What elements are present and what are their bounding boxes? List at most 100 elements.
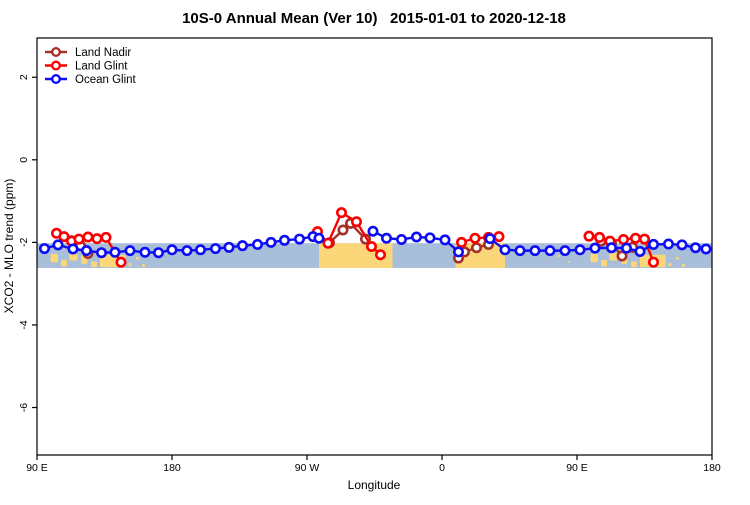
- chart-title: 10S-0 Annual Mean (Ver 10) 2015-01-01 to…: [182, 10, 566, 27]
- island-patch: [61, 259, 67, 267]
- series-point-ocean-glint: [452, 246, 464, 258]
- series-point-ocean-glint: [210, 243, 222, 255]
- island-patch: [676, 256, 679, 260]
- legend-label-land-nadir: Land Nadir: [75, 47, 131, 59]
- series-point-land-glint: [115, 256, 127, 268]
- series-point-ocean-glint: [620, 242, 632, 254]
- legend-item-ocean-glint: Ocean Glint: [45, 73, 137, 86]
- legend-item-land-nadir: Land Nadir: [45, 47, 131, 59]
- series-point-land-glint: [374, 249, 386, 261]
- island-patch: [590, 253, 598, 263]
- legend-item-land-glint: Land Glint: [45, 61, 128, 73]
- series-point-ocean-glint: [559, 245, 571, 257]
- series-point-ocean-glint: [252, 238, 264, 250]
- series-point-land-glint: [638, 233, 650, 245]
- series-point-ocean-glint: [634, 245, 646, 257]
- series-point-land-nadir: [337, 224, 349, 236]
- series-point-ocean-glint: [380, 232, 392, 244]
- series-point-land-glint: [647, 256, 659, 268]
- island-patch: [50, 253, 58, 263]
- series-point-ocean-glint: [124, 245, 136, 257]
- series-point-land-nadir: [616, 250, 628, 262]
- y-tick-label: -2: [18, 238, 30, 247]
- series-point-ocean-glint: [439, 234, 451, 246]
- series-point-ocean-glint: [223, 241, 235, 253]
- series-point-ocean-glint: [265, 236, 277, 248]
- series-point-land-glint: [583, 230, 595, 242]
- series-point-land-glint: [629, 232, 641, 244]
- x-tick-label: 0: [439, 462, 445, 474]
- island-patch: [136, 256, 139, 260]
- series-point-ocean-glint: [589, 242, 601, 254]
- x-tick-label: 90 W: [295, 462, 320, 474]
- series-point-ocean-glint: [676, 239, 688, 251]
- series-point-ocean-glint: [195, 244, 207, 256]
- series-point-ocean-glint: [662, 238, 674, 250]
- x-tick-label: 90 E: [566, 462, 588, 474]
- y-tick-label: 0: [18, 157, 30, 163]
- island-patch: [682, 263, 685, 268]
- series-point-ocean-glint: [395, 233, 407, 245]
- island-patch: [557, 254, 560, 258]
- axes: 90 E 180 90 W 0 90 E 180 2 0 -2 -4 -6: [18, 37, 721, 474]
- series-point-land-glint: [493, 231, 505, 243]
- series-point-ocean-glint: [109, 246, 121, 258]
- island-patch: [668, 263, 672, 267]
- data-series: [38, 207, 712, 268]
- series-point-land-glint: [455, 236, 467, 248]
- series-point-ocean-glint: [574, 244, 586, 256]
- plot-box: [36, 37, 713, 456]
- legend-label-ocean-glint: Ocean Glint: [75, 74, 137, 86]
- island-patch: [609, 253, 618, 261]
- series-point-ocean-glint: [52, 239, 64, 251]
- y-tick-label: 2: [18, 74, 30, 80]
- series-point-land-glint: [82, 231, 94, 243]
- x-axis-label: Longitude: [348, 478, 401, 492]
- series-point-ocean-glint: [96, 247, 108, 259]
- island-patch: [69, 253, 78, 261]
- series-point-land-glint: [58, 231, 70, 243]
- legend-marker-land-nadir-icon: [51, 47, 62, 58]
- island-patch: [142, 263, 145, 268]
- y-tick-label: -4: [18, 320, 30, 329]
- x-tick-label: 180: [703, 462, 721, 474]
- series-point-ocean-glint: [647, 238, 659, 250]
- series-point-land-glint: [322, 237, 334, 249]
- series-point-ocean-glint: [166, 244, 178, 256]
- series-point-ocean-glint: [237, 240, 249, 252]
- x-tick-label: 90 E: [26, 462, 48, 474]
- series-point-ocean-glint: [38, 243, 50, 255]
- series-point-land-glint: [350, 216, 362, 228]
- series-point-land-glint: [365, 241, 377, 253]
- y-axis-label: XCO2 - MLO trend (ppm): [2, 179, 16, 314]
- y-tick-label: -6: [18, 403, 30, 412]
- island-patch: [128, 263, 132, 267]
- island-patch: [601, 259, 607, 267]
- legend-label-land-glint: Land Glint: [75, 61, 128, 73]
- series-point-land-glint: [469, 232, 481, 244]
- series-point-ocean-glint: [499, 244, 511, 256]
- series-point-ocean-glint: [67, 243, 79, 255]
- series-point-land-nadir: [470, 242, 482, 254]
- series-point-land-glint: [73, 233, 85, 245]
- series-point-ocean-glint: [410, 231, 422, 243]
- series-point-ocean-glint: [689, 242, 701, 254]
- series-point-ocean-glint: [293, 233, 305, 245]
- x-tick-label: 180: [163, 462, 181, 474]
- series-point-land-glint: [335, 207, 347, 219]
- series-point-ocean-glint: [278, 234, 290, 246]
- legend-marker-ocean-glint-icon: [51, 73, 62, 84]
- series-point-land-glint: [593, 231, 605, 243]
- series-point-ocean-glint: [313, 232, 325, 244]
- series-point-ocean-glint: [139, 246, 151, 258]
- series-point-ocean-glint: [544, 245, 556, 257]
- island-patch: [631, 261, 637, 268]
- island-patch: [568, 260, 571, 264]
- series-point-land-glint: [617, 233, 629, 245]
- series-point-ocean-glint: [81, 245, 93, 257]
- series-line-ocean-glint: [488, 237, 708, 253]
- series-point-ocean-glint: [424, 232, 436, 244]
